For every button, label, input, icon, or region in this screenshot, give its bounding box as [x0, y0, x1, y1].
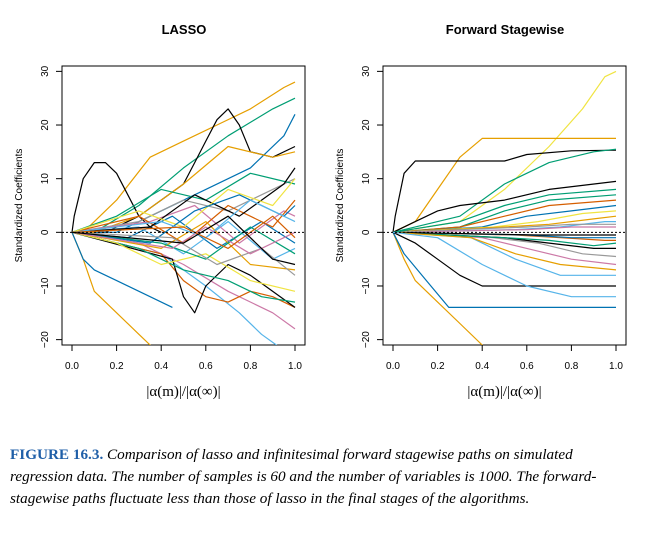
x-axis-label: |α(m)|/|α(∞)|	[467, 384, 541, 400]
series-group	[392, 70, 617, 345]
series-line-6	[392, 231, 616, 287]
x-tick-label: 0.2	[431, 361, 445, 372]
series-line-7	[392, 180, 617, 233]
y-tick-label: 30	[361, 65, 372, 77]
figure-caption: FIGURE 16.3. Comparison of lasso and inf…	[10, 444, 638, 510]
x-axis-label: |α(m)|/|α(∞)|	[146, 384, 220, 400]
series-line-5	[71, 232, 151, 345]
series-line-21	[71, 167, 296, 233]
series-line-28	[71, 215, 296, 249]
series-line-3	[72, 108, 296, 233]
y-tick-label: 10	[361, 173, 372, 185]
x-tick-label: 1.0	[609, 361, 623, 372]
chart-title: LASSO	[162, 22, 207, 37]
y-tick-label: −20	[40, 331, 51, 348]
series-line-1	[72, 97, 296, 233]
y-axis-label: Standardized Coefficients	[335, 149, 346, 263]
series-line-25	[392, 188, 617, 233]
x-tick-label: 1.0	[288, 361, 302, 372]
series-line-23	[392, 231, 616, 236]
x-tick-label: 0.6	[520, 361, 534, 372]
plot-frame	[382, 65, 627, 346]
lasso-panel: LASSO 0.0 0.2 0.4 0.6 0.8 1.0 30 20 10 0 −10 −20 Stan…	[14, 22, 306, 400]
x-tick-label: 0.8	[564, 361, 578, 372]
y-tick-label: −10	[40, 277, 51, 294]
series-line-0	[72, 81, 296, 233]
y-tick-label: 0	[361, 229, 372, 235]
caption-text: Comparison of lasso and infinitesimal fo…	[10, 446, 597, 507]
y-tick-label: −10	[361, 277, 372, 294]
series-line-4	[72, 114, 296, 233]
series-line-20	[71, 221, 296, 271]
series-line-0	[392, 70, 617, 233]
y-tick-label: −20	[361, 331, 372, 348]
series-line-8	[71, 231, 296, 308]
series-line-5	[392, 232, 616, 308]
y-axis-label: Standardized Coefficients	[14, 149, 25, 263]
series-line-16	[392, 231, 617, 247]
y-tick-label: 20	[361, 119, 372, 131]
y-tick-label: 10	[40, 173, 51, 185]
series-line-11	[71, 232, 173, 308]
series-line-29	[71, 215, 296, 266]
series-line-14	[71, 178, 296, 233]
x-tick-label: 0.0	[386, 361, 400, 372]
series-line-24	[71, 194, 296, 244]
series-line-22	[71, 226, 296, 260]
series-line-10	[71, 231, 296, 303]
series-line-26	[392, 231, 616, 298]
x-tick-label: 0.2	[110, 361, 124, 372]
series-line-15	[71, 172, 296, 233]
figure: LASSO 0.0 0.2 0.4 0.6 0.8 1.0 30 20 10 0 −10 −20 Stan…	[14, 22, 627, 400]
y-tick-label: 0	[40, 229, 51, 235]
x-tick-label: 0.4	[475, 361, 489, 372]
x-tick-label: 0.4	[154, 361, 168, 372]
series-line-2	[71, 162, 162, 233]
series-line-20	[392, 226, 616, 233]
series-line-13	[71, 231, 296, 292]
series-line-27	[71, 226, 296, 255]
series-line-19	[71, 199, 296, 244]
series-line-24	[392, 231, 617, 271]
x-tick-label: 0.8	[243, 361, 257, 372]
caption-label: FIGURE 16.3.	[10, 446, 104, 463]
chart-title: Forward Stagewise	[446, 22, 564, 37]
plot-frame	[61, 65, 306, 346]
series-line-25	[71, 231, 296, 276]
series-line-22	[392, 223, 616, 233]
series-line-23	[71, 178, 296, 233]
y-tick-label: 30	[40, 65, 51, 77]
series-group	[71, 81, 296, 345]
series-line-4	[392, 232, 483, 345]
series-line-2	[392, 149, 617, 233]
series-line-10	[392, 199, 617, 233]
x-tick-label: 0.0	[65, 361, 79, 372]
series-line-3	[392, 148, 617, 233]
y-tick-label: 20	[40, 119, 51, 131]
forward-stagewise-panel: Forward Stagewise 0.0 0.2 0.4 0.6 0.8 1.0 30 20 1…	[335, 22, 627, 400]
x-tick-label: 0.6	[199, 361, 213, 372]
